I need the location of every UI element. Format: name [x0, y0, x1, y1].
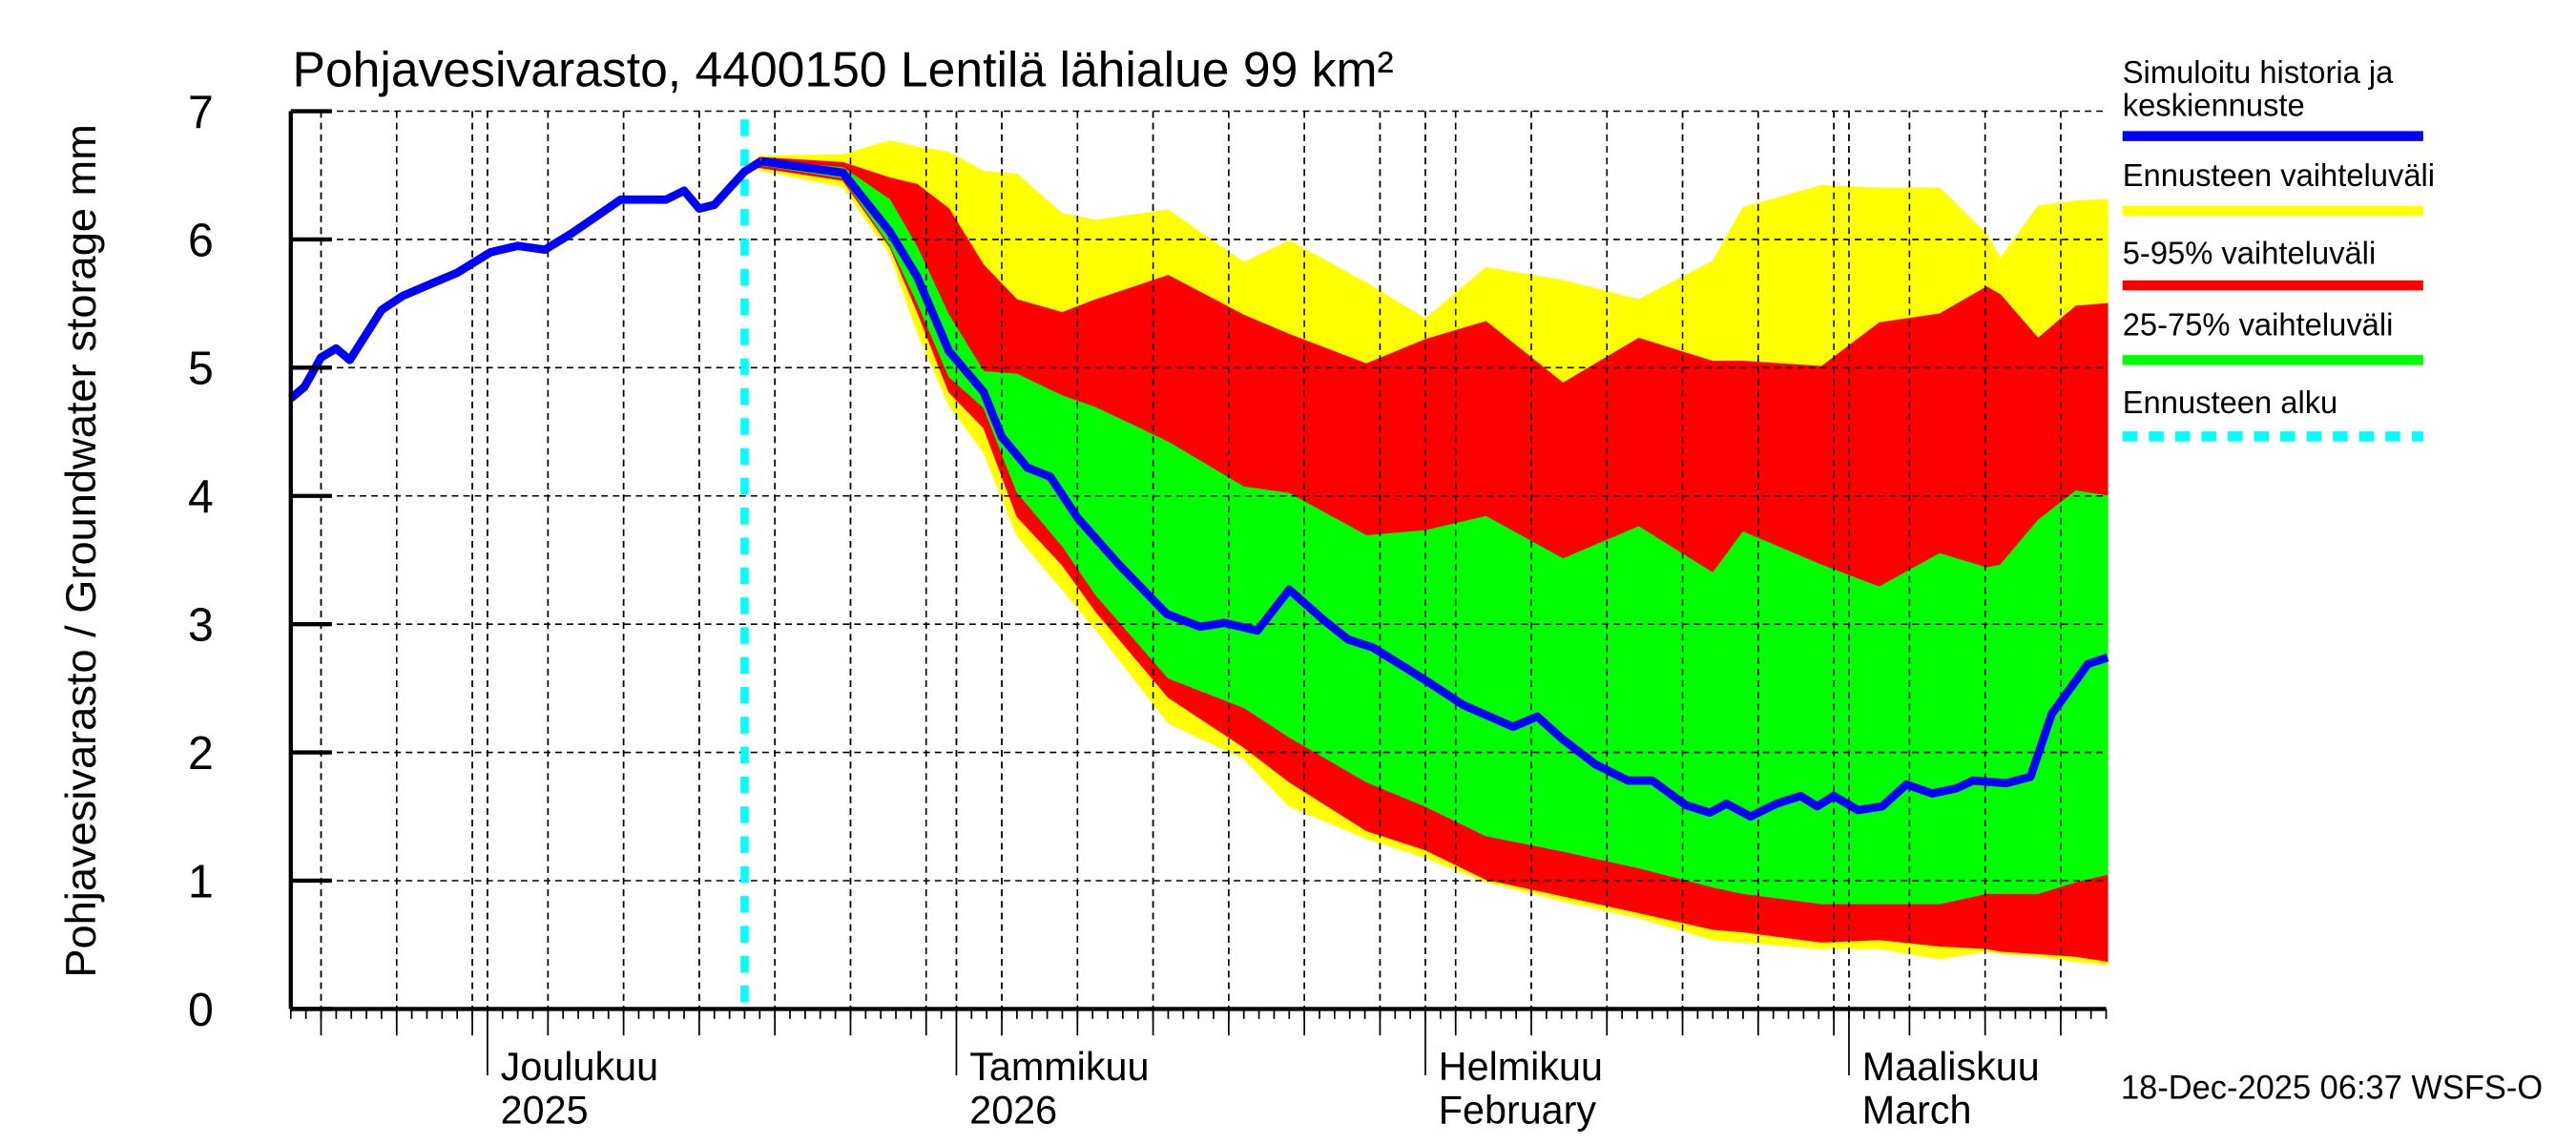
- month-sublabel: 2026: [969, 1087, 1057, 1132]
- y-axis-label: Pohjavesivarasto / Groundwater storage m…: [56, 124, 105, 978]
- month-label: Joulukuu: [501, 1044, 658, 1089]
- y-tick-label: 1: [188, 856, 214, 907]
- month-sublabel: 2025: [501, 1087, 589, 1132]
- y-tick-label: 3: [188, 599, 214, 651]
- month-label: Tammikuu: [969, 1044, 1149, 1089]
- history-line: [288, 157, 764, 402]
- legend-label: Ennusteen alku: [2123, 385, 2338, 420]
- legend-label: 25-75% vaihteluväli: [2123, 306, 2394, 342]
- y-tick-labels: 0 1 2 3 4 5 6 7: [188, 87, 214, 1036]
- legend-label: keskiennuste: [2123, 88, 2305, 123]
- y-tick-label: 5: [188, 344, 214, 395]
- chart-title: Pohjavesivarasto, 4400150 Lentilä lähial…: [293, 42, 1394, 97]
- legend-label: Ennusteen vaihteluväli: [2123, 157, 2435, 193]
- band-25-75: [744, 159, 2109, 905]
- month-sublabel: February: [1439, 1087, 1597, 1132]
- month-sublabel: March: [1862, 1087, 1972, 1132]
- forecast-bands: [743, 139, 2109, 967]
- y-tick-label: 6: [188, 215, 214, 266]
- month-label: Maaliskuu: [1862, 1044, 2040, 1089]
- legend-label: Simuloitu historia ja: [2123, 54, 2394, 90]
- legend-label: 5-95% vaihteluväli: [2123, 235, 2376, 270]
- y-tick-label: 0: [188, 985, 214, 1036]
- month-label: Helmikuu: [1439, 1044, 1603, 1089]
- axes: [288, 109, 2108, 1075]
- horizontal-grid: [290, 110, 2107, 1010]
- y-tick-label: 2: [188, 728, 214, 780]
- y-tick-label: 7: [188, 87, 214, 138]
- footer-timestamp: 18-Dec-2025 06:37 WSFS-O: [2121, 1070, 2543, 1106]
- y-tick-label: 4: [188, 471, 214, 523]
- series-lines: [288, 119, 2109, 1010]
- median-forecast-line: [760, 156, 2109, 822]
